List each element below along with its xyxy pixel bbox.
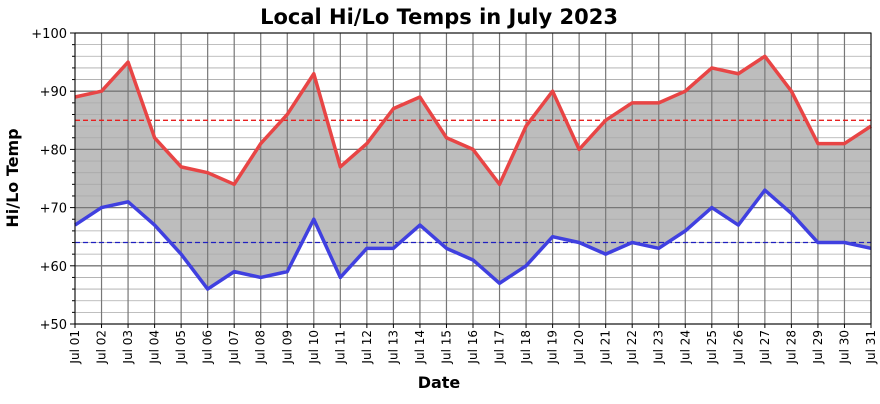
- x-tick-label: Jul 06: [201, 330, 215, 365]
- y-tick-label: +50: [40, 318, 67, 333]
- x-tick-label: Jul 30: [837, 330, 851, 365]
- x-tick-label: Jul 20: [572, 330, 586, 365]
- chart-title: Local Hi/Lo Temps in July 2023: [260, 5, 618, 29]
- x-tick-label: Jul 23: [652, 330, 666, 365]
- x-tick-label: Jul 31: [864, 330, 878, 365]
- x-tick-label: Jul 15: [439, 330, 453, 365]
- x-tick-label: Jul 25: [705, 330, 719, 365]
- series-line: [74, 188, 872, 291]
- x-tick-label: Jul 08: [254, 330, 268, 365]
- x-tick-label: Jul 14: [413, 330, 427, 365]
- x-tick-label: Jul 21: [599, 330, 613, 365]
- x-tick-label: Jul 24: [678, 330, 692, 365]
- x-axis-label: Date: [418, 373, 461, 392]
- y-axis-label: Hi/Lo Temp: [3, 128, 22, 227]
- x-tick-label: Jul 27: [758, 330, 772, 365]
- x-tick-label: Jul 28: [784, 330, 798, 365]
- y-tick-label: +90: [40, 85, 67, 100]
- x-tick-label: Jul 13: [386, 330, 400, 365]
- x-tick-label: Jul 17: [493, 330, 507, 365]
- x-tick-label: Jul 11: [333, 330, 347, 365]
- x-tick-label: Jul 12: [360, 330, 374, 365]
- x-tick-label: Jul 05: [174, 330, 188, 365]
- x-tick-label: Jul 22: [625, 330, 639, 365]
- x-tick-label: Jul 02: [95, 330, 109, 365]
- x-tick-label: Jul 01: [68, 330, 82, 365]
- x-tick-label: Jul 04: [148, 330, 162, 365]
- x-tick-label: Jul 07: [227, 330, 241, 365]
- x-tick-label: Jul 19: [546, 330, 560, 365]
- x-tick-label: Jul 26: [731, 330, 745, 365]
- x-tick-label: Jul 10: [307, 330, 321, 365]
- x-tick-label: Jul 03: [121, 330, 135, 365]
- x-tick-label: Jul 29: [811, 330, 825, 365]
- x-tick-label: Jul 18: [519, 330, 533, 365]
- y-tick-label: +80: [40, 143, 67, 158]
- x-tick-label: Jul 09: [280, 330, 294, 365]
- y-tick-label: +70: [40, 202, 67, 217]
- x-tick-label: Jul 16: [466, 330, 480, 365]
- series-line: [74, 54, 872, 187]
- y-tick-label: +60: [40, 260, 67, 275]
- y-tick-label: +100: [31, 27, 67, 42]
